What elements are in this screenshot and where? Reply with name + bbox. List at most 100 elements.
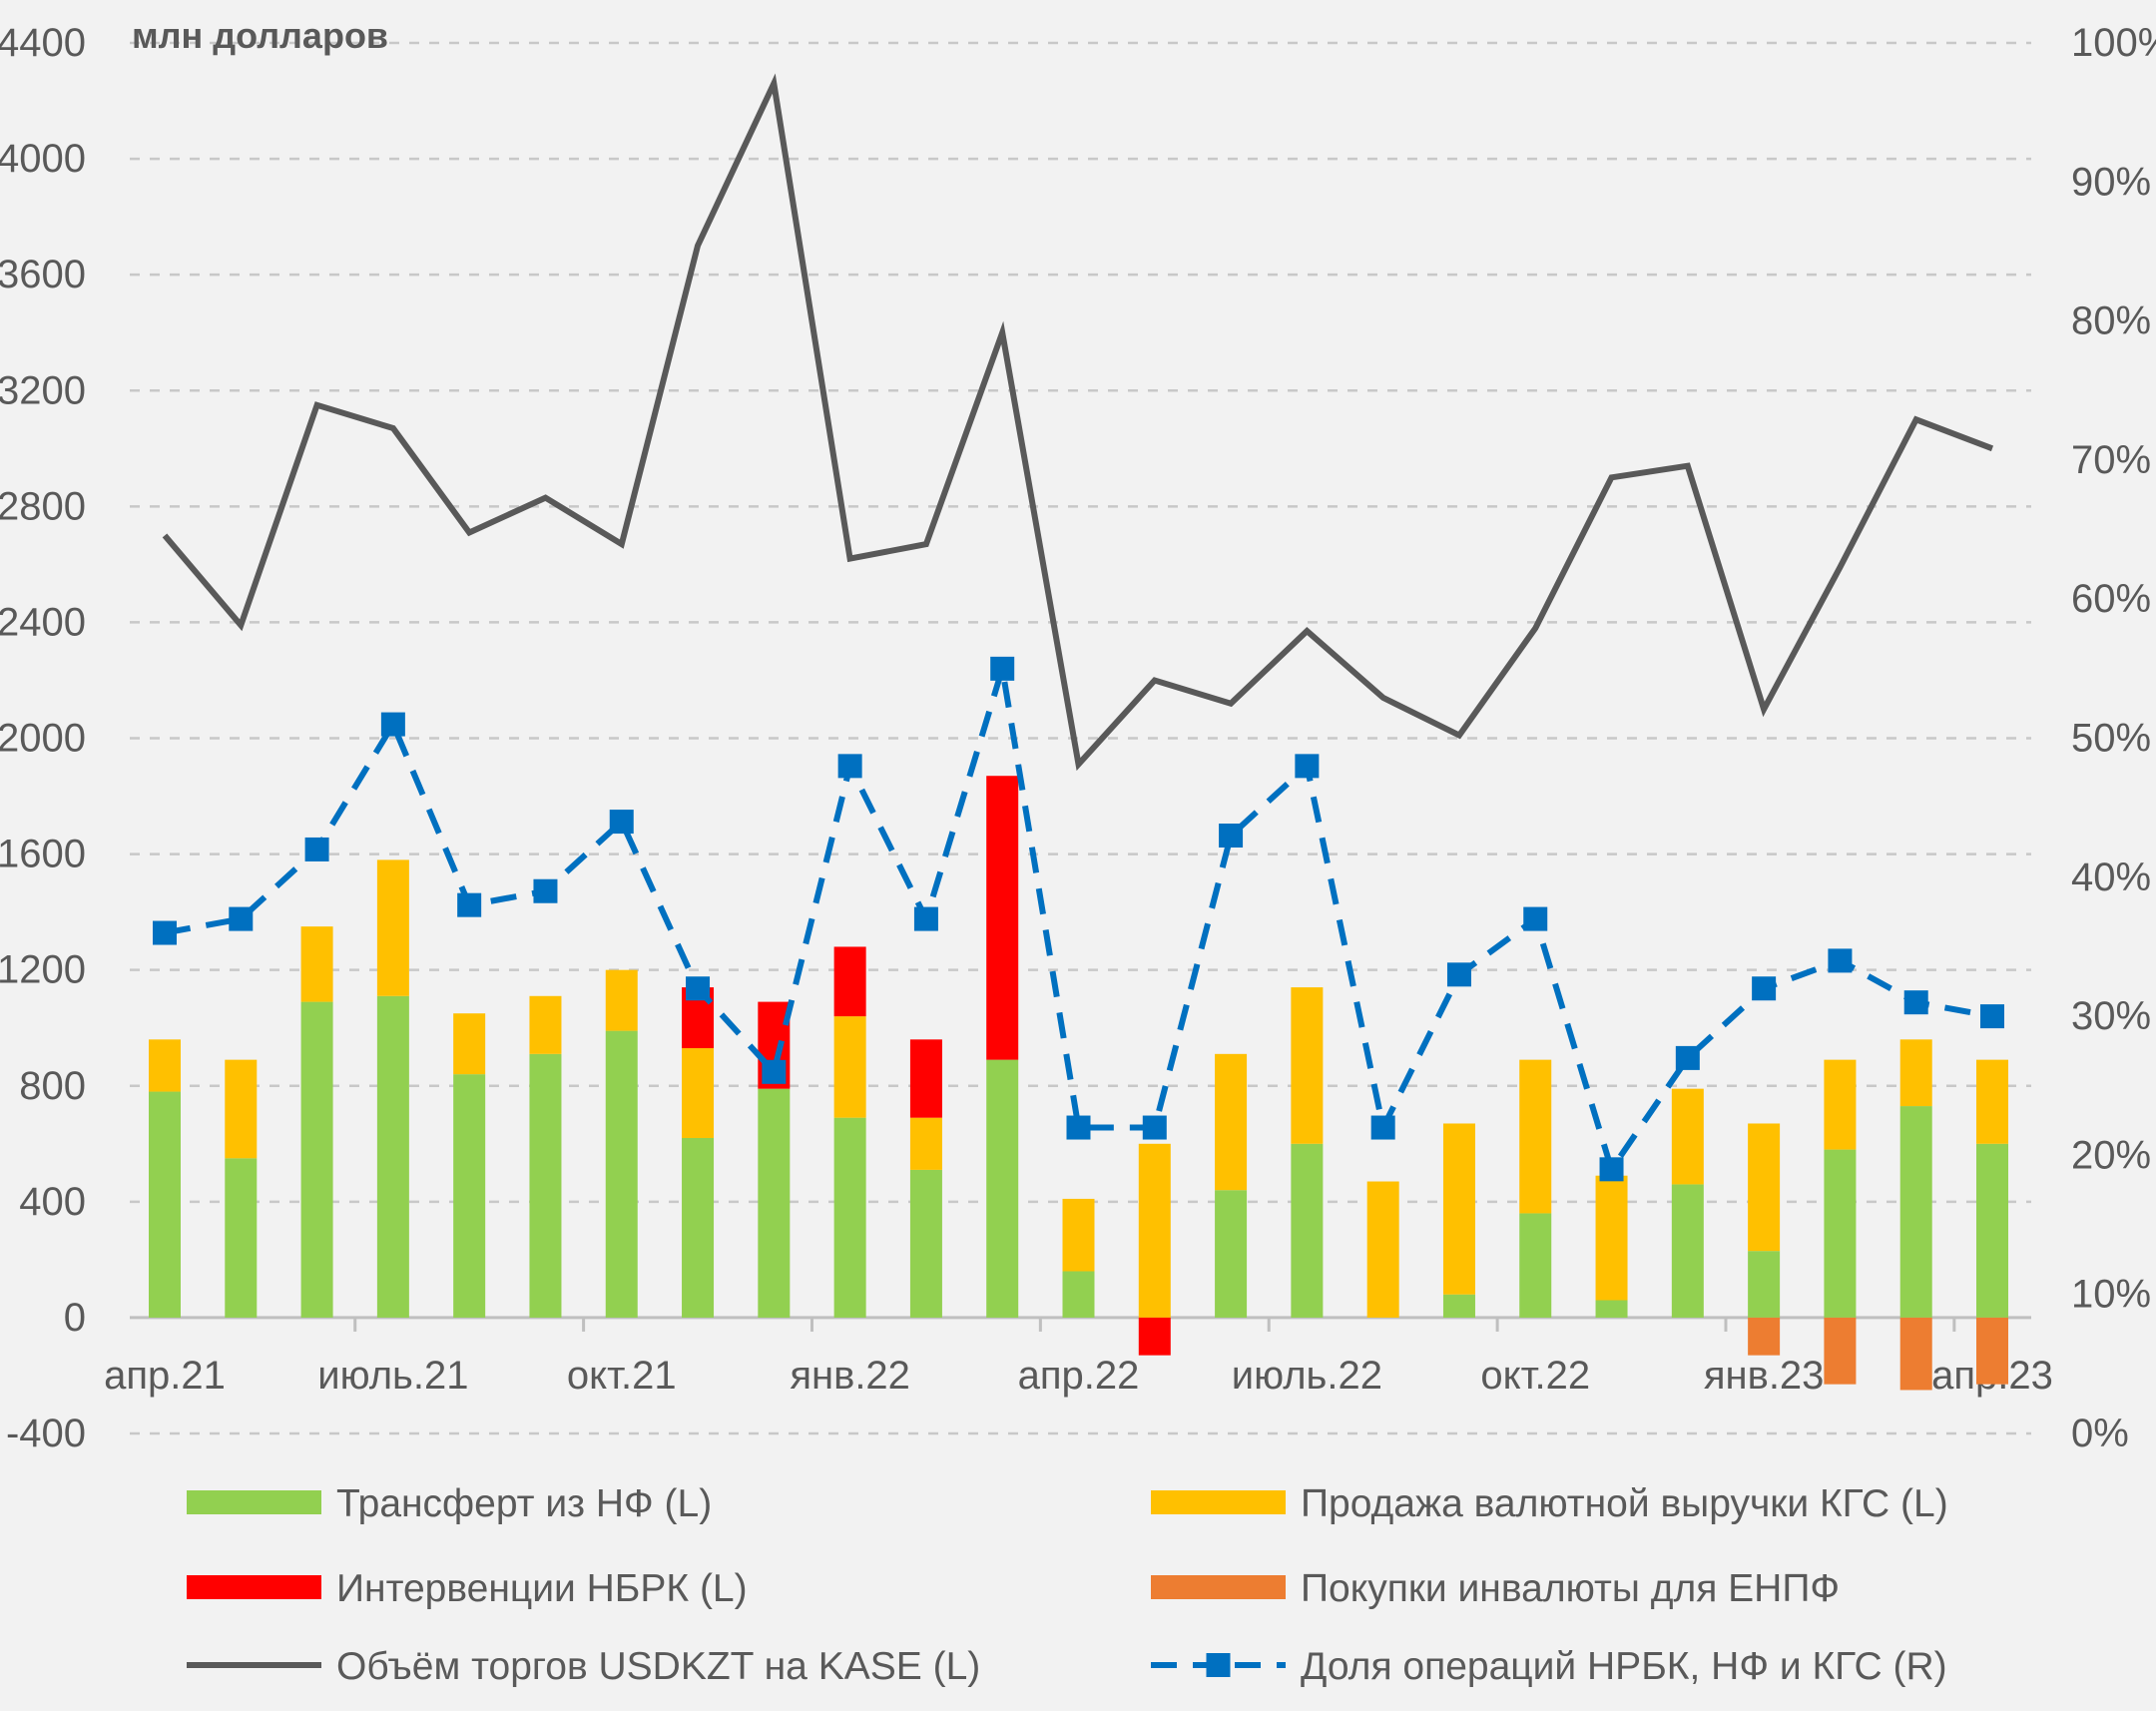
- series-point-share: [380, 712, 405, 737]
- y-left-tick-label: 2400: [0, 600, 86, 644]
- series-point-share: [609, 810, 634, 835]
- bar-segment: [529, 995, 562, 1054]
- series-point-share: [686, 976, 711, 1001]
- bar-segment: [909, 1169, 942, 1318]
- y-right-tick-label: 50%: [2071, 717, 2151, 761]
- bar-segment: [605, 969, 638, 1031]
- y-right-tick-label: 20%: [2071, 1133, 2151, 1177]
- bar-segment: [986, 776, 1019, 1060]
- bar-segment: [1215, 1053, 1248, 1191]
- bar-segment: [1291, 987, 1324, 1144]
- bar-segment: [529, 1053, 562, 1318]
- y-right-tick-label: 80%: [2071, 299, 2151, 343]
- bar-segment: [1671, 1184, 1704, 1318]
- series-point-share: [1903, 990, 1928, 1015]
- bar-segment: [149, 1039, 181, 1092]
- series-point-share: [1370, 1115, 1395, 1140]
- y-left-tick-label: 1600: [0, 833, 86, 876]
- legend-swatch: [1151, 1490, 1286, 1514]
- series-point-share: [1752, 976, 1777, 1001]
- bar-segment: [758, 1088, 791, 1318]
- bar-segment: [300, 1001, 333, 1318]
- bar-segment: [986, 1059, 1019, 1318]
- x-tick-label: янв.23: [1704, 1354, 1825, 1398]
- axis-layer: -400 0 400 800 1200 1600 2000 2400 2800 3200 3600 4…: [0, 21, 2156, 1455]
- legend-label: Объём торгов USDKZT на KASE (L): [336, 1645, 980, 1688]
- grid-layer: [130, 41, 2031, 1435]
- bar-segment: [225, 1158, 258, 1318]
- bar-segment: [1595, 1175, 1628, 1301]
- y-left-tick-label: 800: [19, 1064, 86, 1108]
- bar-segment: [682, 1048, 715, 1138]
- y-right-tick-label: 10%: [2071, 1273, 2151, 1317]
- bar-segment: [833, 946, 866, 1017]
- series-point-share: [1219, 824, 1244, 849]
- y-right-tick-label: 60%: [2071, 577, 2151, 621]
- bar-segment: [1976, 1317, 2008, 1385]
- y-left-tick-label: 1200: [0, 948, 86, 992]
- bar-segment: [376, 859, 409, 996]
- series-point-share: [1675, 1045, 1700, 1070]
- series-point-share: [913, 906, 938, 931]
- bar-segment: [1062, 1198, 1095, 1272]
- bar-segment: [453, 1074, 486, 1318]
- y-right-tick-label: 100%: [2071, 21, 2156, 65]
- y-right-tick-label: 0%: [2071, 1412, 2129, 1455]
- series-point-share: [1599, 1157, 1624, 1182]
- y-left-tick-label: 400: [19, 1180, 86, 1224]
- x-tick-label: июль.22: [1232, 1354, 1382, 1398]
- series-point-share: [304, 837, 329, 861]
- bar-segment: [1824, 1149, 1857, 1318]
- legend-swatch: [1151, 1575, 1286, 1599]
- y-right-tick-label: 70%: [2071, 438, 2151, 482]
- series-line-volume: [162, 73, 1994, 772]
- y-left-tick-label: 4400: [0, 21, 86, 65]
- line-layer: [153, 73, 2004, 1182]
- bar-segment: [149, 1091, 181, 1318]
- bar-segment: [1824, 1317, 1857, 1385]
- bar-segment: [909, 1039, 942, 1118]
- series-point-share: [1523, 906, 1548, 931]
- bar-segment: [1291, 1143, 1324, 1318]
- series-point-share: [990, 656, 1015, 681]
- bar-segment: [1062, 1271, 1095, 1318]
- bar-segment: [682, 1137, 715, 1318]
- bar-segment: [453, 1013, 486, 1075]
- legend-label: Продажа валютной выручки КГС (L): [1301, 1482, 1948, 1525]
- legend-label: Покупки инвалюты для ЕНПФ: [1301, 1567, 1840, 1610]
- legend-label: Доля операций НРБК, НФ и КГС (R): [1301, 1645, 1947, 1688]
- x-tick-label: апр.22: [1018, 1354, 1140, 1398]
- bar-segment: [833, 1016, 866, 1118]
- bar-segment: [1899, 1317, 1932, 1391]
- bar-segment: [1138, 1317, 1171, 1356]
- y-left-tick-label: -400: [6, 1412, 86, 1455]
- series-point-share: [1980, 1004, 2004, 1029]
- bar-segment: [1976, 1059, 2008, 1144]
- legend-swatch: [187, 1490, 321, 1514]
- bar-segment: [909, 1117, 942, 1170]
- bar-segment: [1519, 1059, 1552, 1214]
- x-tick-label: янв.22: [790, 1354, 910, 1398]
- bar-layer: [149, 776, 2008, 1391]
- bar-segment: [1442, 1123, 1475, 1295]
- unit-label: млн долларов: [132, 15, 388, 56]
- legend-label: Интервенции НБРК (L): [336, 1567, 748, 1610]
- x-tick-label: окт.21: [567, 1354, 677, 1398]
- bar-segment: [1748, 1251, 1781, 1318]
- series-point-share: [837, 754, 862, 779]
- series-point-share: [1446, 962, 1471, 987]
- series-point-share: [457, 892, 482, 917]
- series-point-share: [1828, 948, 1853, 973]
- bar-segment: [1215, 1190, 1248, 1318]
- series-point-share: [1066, 1115, 1091, 1140]
- x-tick-label: окт.22: [1480, 1354, 1590, 1398]
- y-left-tick-label: 0: [64, 1296, 86, 1340]
- x-tick-label: июль.21: [317, 1354, 468, 1398]
- legend: Трансферт из НФ (L) Продажа валютной выру…: [187, 1482, 1948, 1688]
- bar-segment: [833, 1117, 866, 1318]
- bar-segment: [1748, 1317, 1781, 1356]
- x-tick-label: апр.21: [104, 1354, 226, 1398]
- bar-segment: [1138, 1143, 1171, 1318]
